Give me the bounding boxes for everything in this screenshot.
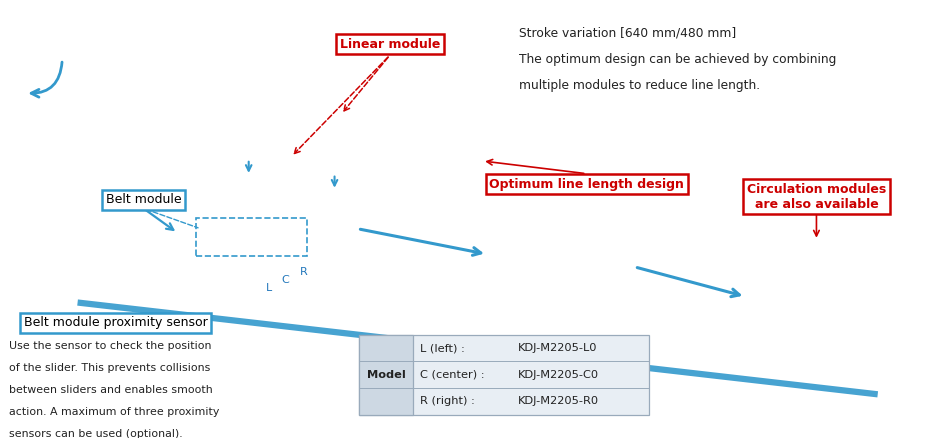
Text: of the slider. This prevents collisions: of the slider. This prevents collisions (8, 363, 210, 373)
Text: L (left) :: L (left) : (420, 343, 465, 353)
Text: KDJ-M2205-R0: KDJ-M2205-R0 (518, 396, 600, 406)
Text: Optimum line length design: Optimum line length design (489, 178, 684, 191)
Text: KDJ-M2205-L0: KDJ-M2205-L0 (518, 343, 598, 353)
Text: R: R (300, 267, 308, 277)
Text: Model: Model (366, 370, 405, 380)
FancyBboxPatch shape (360, 335, 413, 415)
Text: KDJ-M2205-C0: KDJ-M2205-C0 (518, 370, 600, 380)
Text: between sliders and enables smooth: between sliders and enables smooth (8, 385, 212, 395)
Text: The optimum design can be achieved by combining: The optimum design can be achieved by co… (519, 53, 837, 66)
Text: Use the sensor to check the position: Use the sensor to check the position (8, 341, 211, 351)
Text: R (right) :: R (right) : (420, 396, 475, 406)
Text: L: L (266, 283, 272, 293)
FancyBboxPatch shape (360, 335, 649, 415)
Text: Belt module: Belt module (106, 194, 181, 206)
Text: Linear module: Linear module (339, 38, 440, 51)
Text: action. A maximum of three proximity: action. A maximum of three proximity (8, 407, 219, 417)
Text: Stroke variation [640 mm/480 mm]: Stroke variation [640 mm/480 mm] (519, 26, 737, 39)
Text: C (center) :: C (center) : (420, 370, 485, 380)
Text: Belt module proximity sensor: Belt module proximity sensor (24, 316, 207, 329)
Text: Circulation modules
are also available: Circulation modules are also available (747, 183, 886, 211)
Text: C: C (282, 275, 289, 285)
Text: multiple modules to reduce line length.: multiple modules to reduce line length. (519, 79, 761, 92)
Text: sensors can be used (optional).: sensors can be used (optional). (8, 429, 182, 438)
